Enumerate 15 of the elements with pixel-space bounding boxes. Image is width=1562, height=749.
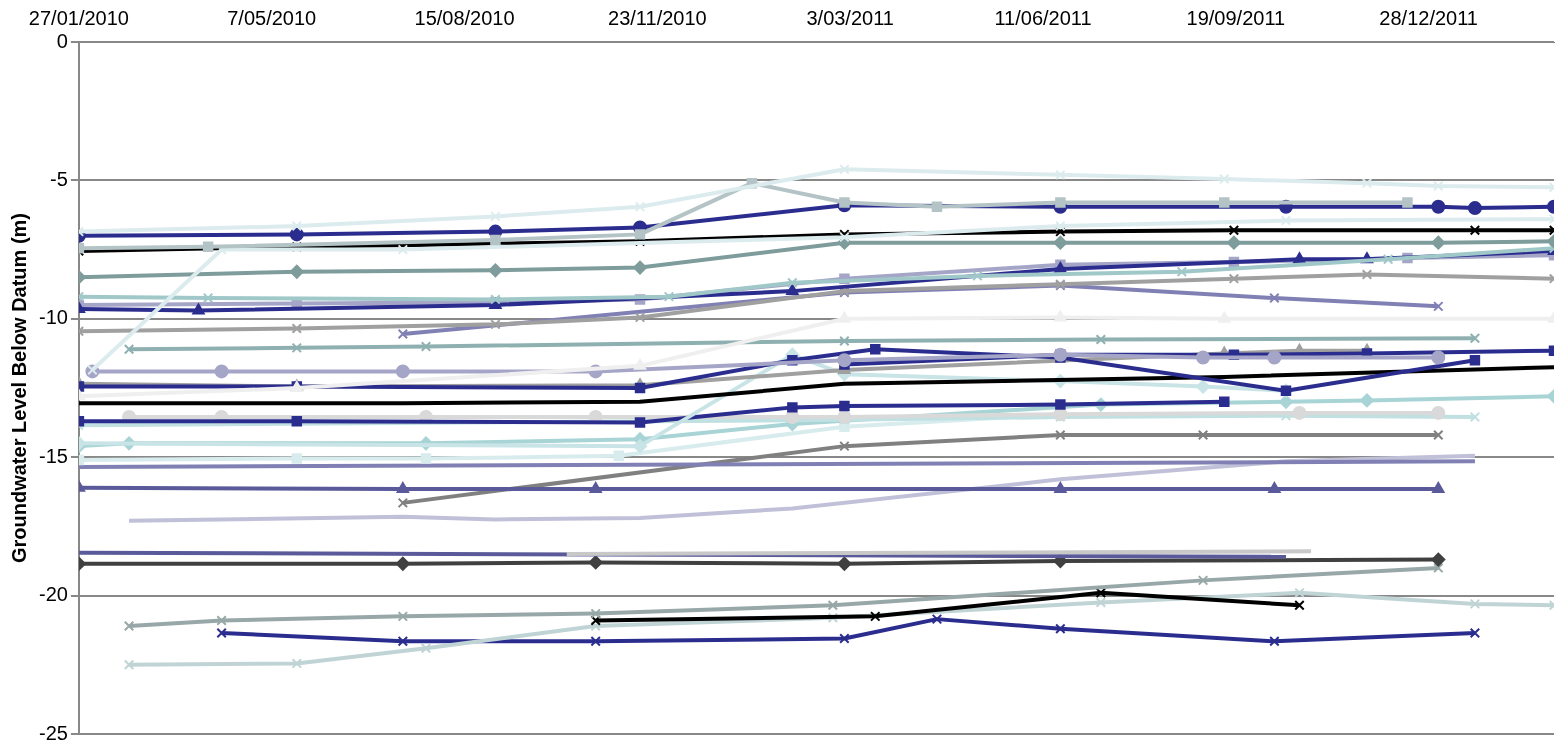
x-tick-label: 23/11/2010 [608, 6, 707, 29]
x-tick-label: 19/09/2011 [1186, 6, 1286, 29]
x-tick-label: 11/06/2011 [994, 6, 1092, 29]
x-tick-label: 27/01/2010 [28, 6, 129, 29]
y-axis-title: Groundwater Level Below Datum (m) [7, 212, 30, 564]
y-tick-label: -20 [39, 583, 68, 606]
y-tick-label: -15 [39, 444, 68, 467]
y-tick-label: -25 [39, 721, 68, 744]
x-tick-label: 15/08/2010 [414, 6, 515, 29]
x-tick-label: 7/05/2010 [227, 6, 317, 29]
x-tick-label: 28/12/2011 [1379, 6, 1478, 29]
x-tick-label: 3/03/2011 [806, 6, 894, 29]
y-tick-label: -5 [50, 167, 68, 190]
y-tick-label: -10 [39, 306, 68, 329]
y-tick-label: 0 [56, 29, 68, 52]
